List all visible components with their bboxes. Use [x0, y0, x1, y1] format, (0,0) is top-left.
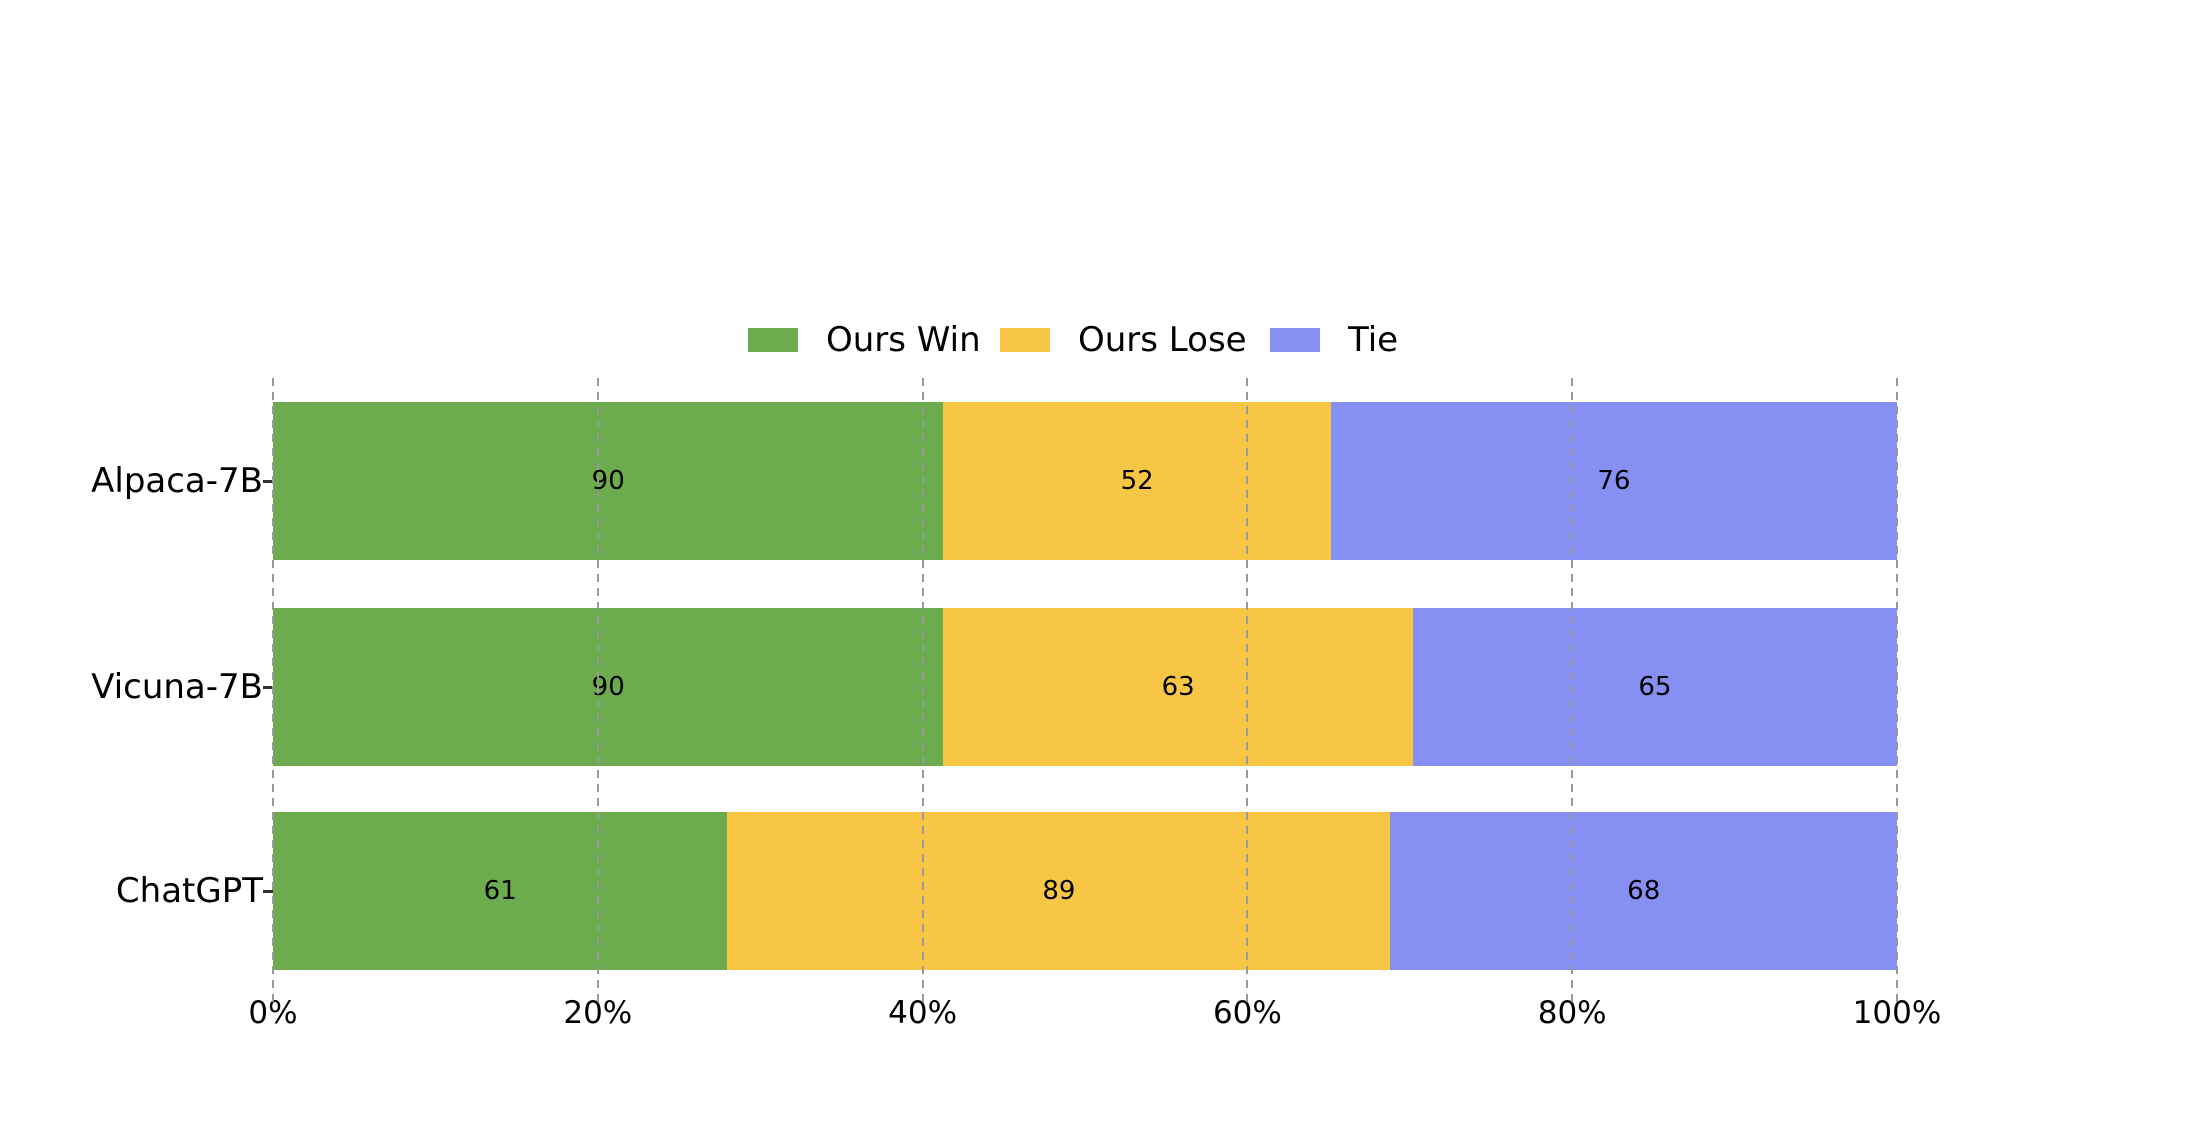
y-tick-mark — [263, 890, 274, 893]
plot-area: 90 52 76 90 63 65 61 89 68 — [272, 378, 1898, 1002]
gridline-20-percent — [596, 378, 599, 1002]
bar-value-label: 63 — [1161, 672, 1195, 702]
bar-row-vicuna-7b: 90 63 65 — [273, 608, 1897, 766]
bar-segment-ours-win: 61 — [273, 812, 728, 970]
bar-segment-ours-lose: 89 — [727, 812, 1391, 970]
legend-item-tie: Tie — [1270, 322, 1398, 358]
bar-value-label: 61 — [483, 876, 517, 906]
legend-label: Tie — [1348, 320, 1399, 360]
bar-row-chatgpt: 61 89 68 — [273, 812, 1897, 970]
legend-label: Ours Lose — [1078, 320, 1247, 360]
bar-value-label: 52 — [1120, 466, 1154, 496]
gridline-40-percent — [921, 378, 924, 1002]
legend-item-ours-win: Ours Win — [748, 322, 981, 358]
legend-label: Ours Win — [826, 320, 981, 360]
gridline-80-percent — [1571, 378, 1574, 1002]
bar-segment-tie: 65 — [1412, 608, 1897, 766]
bar-segment-tie: 68 — [1390, 812, 1897, 970]
gridline-60-percent — [1246, 378, 1249, 1002]
bar-row-alpaca-7b: 90 52 76 — [273, 402, 1897, 560]
bar-value-label: 76 — [1597, 466, 1631, 496]
bar-value-label: 65 — [1638, 672, 1672, 702]
legend-item-ours-lose: Ours Lose — [1000, 322, 1247, 358]
y-tick-label-vicuna-7b: Vicuna-7B — [91, 667, 263, 707]
y-tick-label-chatgpt: ChatGPT — [115, 871, 263, 911]
bar-value-label: 89 — [1042, 876, 1076, 906]
bar-segment-ours-lose: 52 — [943, 402, 1331, 560]
bar-value-label: 68 — [1627, 876, 1661, 906]
legend-swatch-icon — [1000, 328, 1050, 352]
bar-segment-ours-win: 90 — [273, 402, 944, 560]
y-tick-label-alpaca-7b: Alpaca-7B — [91, 461, 263, 501]
bar-segment-ours-lose: 63 — [943, 608, 1413, 766]
legend-swatch-icon — [748, 328, 798, 352]
y-tick-mark — [263, 686, 274, 689]
gridline-0-percent — [272, 378, 274, 1002]
gridline-100-percent — [1896, 378, 1898, 1002]
y-tick-mark — [263, 480, 274, 483]
bar-segment-tie: 76 — [1330, 402, 1897, 560]
bar-segment-ours-win: 90 — [273, 608, 944, 766]
legend-swatch-icon — [1270, 328, 1320, 352]
